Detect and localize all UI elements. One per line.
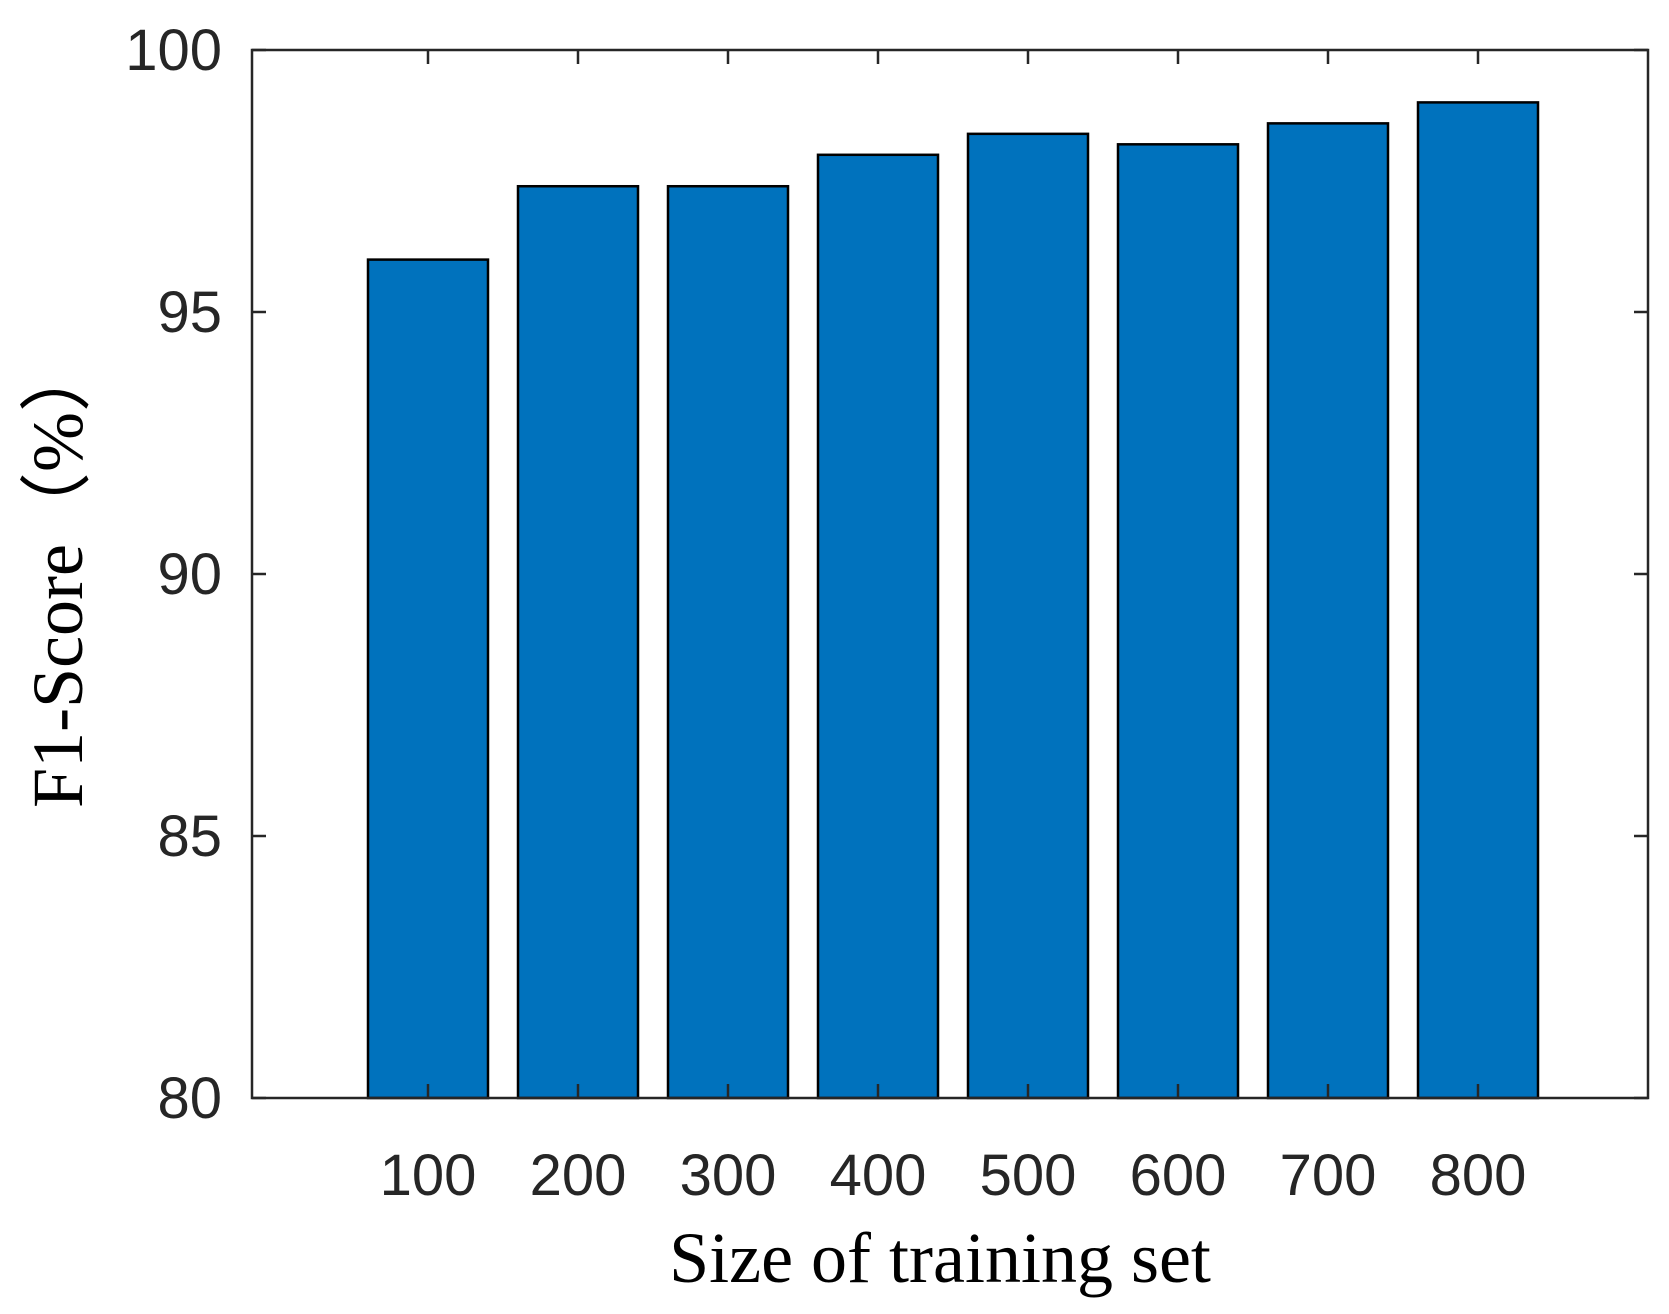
tick-labels-layer: 100 200 300 400 500 600 700 800 80 85 90 95 100 (125, 18, 1526, 1208)
x-tick-label: 100 (380, 1143, 477, 1208)
ticks-layer (252, 48, 1648, 1100)
bar-200 (516, 184, 640, 1100)
y-axis-title: F1-Score（%） (18, 340, 98, 808)
axes-box (250, 48, 1650, 1100)
bar-100 (366, 258, 490, 1100)
y-tick-label: 85 (157, 804, 222, 869)
x-tick-label: 500 (980, 1143, 1077, 1208)
y-tick-label: 90 (157, 542, 222, 607)
y-tick-label: 80 (157, 1066, 222, 1131)
x-axis-title: Size of training set (669, 1218, 1211, 1298)
bar-500 (966, 132, 1090, 1100)
x-tick-label: 800 (1430, 1143, 1527, 1208)
bar-700 (1266, 122, 1390, 1100)
bar-300 (666, 184, 790, 1100)
bar-600 (1116, 143, 1240, 1100)
bar-800 (1416, 101, 1540, 1100)
bars-layer (366, 101, 1540, 1100)
y-tick-label: 95 (157, 280, 222, 345)
bar-400 (816, 153, 940, 1100)
x-tick-label: 300 (680, 1143, 777, 1208)
x-tick-label: 600 (1130, 1143, 1227, 1208)
y-tick-label: 100 (125, 18, 222, 83)
x-tick-label: 700 (1280, 1143, 1377, 1208)
x-tick-label: 200 (530, 1143, 627, 1208)
x-tick-label: 400 (830, 1143, 927, 1208)
